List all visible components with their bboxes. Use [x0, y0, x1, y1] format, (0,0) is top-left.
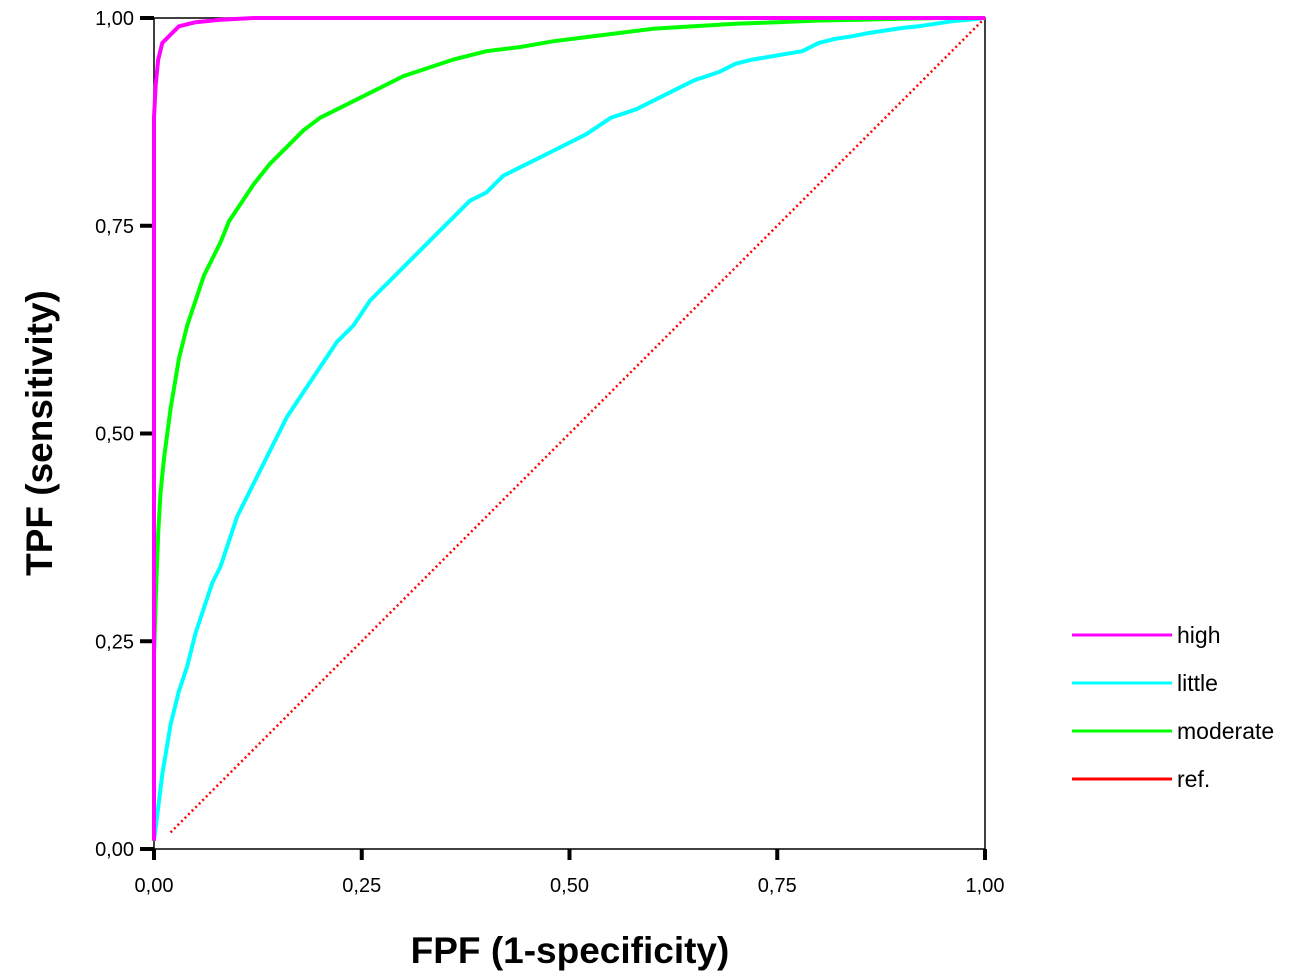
- series-line-little: [152, 16, 986, 841]
- y-tick-label: 0,75: [95, 216, 134, 238]
- y-tick-label: 0,25: [95, 631, 134, 653]
- x-tick-label: 0,50: [550, 875, 589, 897]
- series-line-high: [152, 16, 985, 841]
- series-line-moderate: [152, 16, 985, 841]
- y-tick-label: 0,00: [95, 839, 134, 861]
- legend-label: moderate: [1177, 718, 1274, 744]
- x-tick-label: 0,00: [135, 875, 174, 897]
- legend-label: little: [1177, 670, 1218, 696]
- y-axis-title: TPF (sensitivity): [19, 290, 60, 576]
- x-tick-label: 0,25: [342, 875, 381, 897]
- series-line-ref: [169, 17, 986, 834]
- x-axis-title: FPF (1-specificity): [411, 930, 730, 971]
- axis-layer: 0,00 0,25 0,50 0,75 1,00 0,00 0,25 0,50 0,75 1,00: [95, 8, 1004, 897]
- series-layer: [152, 16, 986, 841]
- y-tick-label: 1,00: [95, 8, 134, 30]
- legend: high little moderate ref.: [1072, 622, 1274, 792]
- x-tick-label: 1,00: [966, 875, 1005, 897]
- x-tick-label: 0,75: [758, 875, 797, 897]
- y-tick-label: 0,50: [95, 424, 134, 446]
- legend-label: ref.: [1177, 766, 1210, 792]
- legend-label: high: [1177, 622, 1220, 648]
